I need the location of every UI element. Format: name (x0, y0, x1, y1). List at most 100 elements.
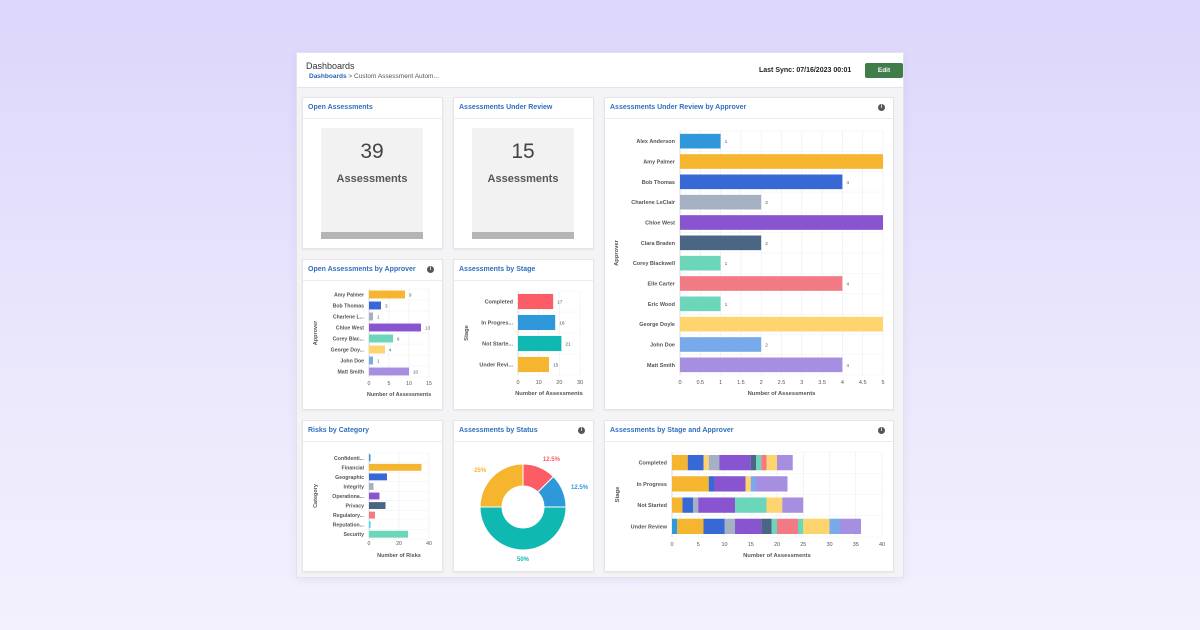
edit-button[interactable]: Edit (865, 63, 903, 78)
y-tick-label: Matt Smith (647, 363, 676, 369)
x-tick-label: 3 (800, 380, 803, 386)
bar-segment (714, 476, 746, 492)
bar-segment (735, 518, 762, 535)
kpi-tile: 39 Assessments (321, 128, 423, 239)
x-tick-label: 20 (774, 542, 780, 548)
bar-segment (682, 497, 693, 513)
x-tick-label: 35 (853, 542, 859, 548)
x-axis-title: Number of Risks (377, 553, 421, 559)
y-tick-label: Bob Thomas (642, 180, 675, 186)
x-tick-label: 40 (879, 542, 885, 548)
x-tick-label: 4.5 (859, 380, 867, 386)
kpi-value: 39 (360, 140, 384, 163)
y-axis-title: Category (313, 483, 319, 508)
bar (518, 293, 554, 310)
y-tick-label: Financial (342, 465, 365, 471)
breadcrumb-dashboards-link[interactable]: Dashboards (309, 73, 347, 80)
bar-value-label: 1 (725, 139, 728, 145)
breadcrumb: Dashboards > Custom Assessment Autom... (309, 73, 439, 80)
y-tick-label: George Doyle (639, 322, 675, 328)
x-tick-label: 30 (577, 380, 583, 386)
x-tick-label: 0.5 (696, 380, 704, 386)
bar-segment (766, 454, 777, 471)
y-tick-label: John Doe (340, 359, 364, 365)
bar-segment (672, 476, 709, 492)
card-title: Open Assessments (308, 104, 373, 111)
bar-value-label: 4 (846, 282, 849, 288)
x-tick-label: 20 (556, 380, 562, 386)
x-tick-label: 40 (426, 541, 432, 547)
bar (369, 334, 393, 343)
x-tick-label: 15 (748, 542, 754, 548)
bar (369, 502, 386, 509)
bar (369, 312, 373, 321)
kpi-label: Assessments (487, 173, 559, 185)
bar-segment (708, 476, 714, 492)
card-by-status[interactable]: Assessments by Status i 12.5% 12.5% 50% 25% (453, 420, 594, 572)
bar-value-label: 9 (409, 293, 412, 298)
y-tick-label: Amy Palmer (334, 293, 364, 299)
bar-segment (703, 454, 709, 471)
card-by-stage[interactable]: Assessments by Stage 0 10 20 30 Completed 17 I… (453, 259, 594, 410)
bar (369, 323, 421, 332)
y-tick-label: Matt Smith (337, 370, 364, 376)
y-tick-label: George Doy... (331, 348, 365, 354)
x-axis-title: Number of Assessments (515, 391, 583, 397)
bar-value-label: 17 (557, 300, 563, 306)
info-icon[interactable]: i (427, 266, 434, 273)
bar (680, 337, 762, 352)
bar-segment (672, 454, 688, 471)
bar (369, 454, 371, 462)
y-axis-title: Stage (615, 486, 621, 503)
slice-label: 50% (517, 557, 530, 563)
card-open-assessments[interactable]: Open Assessments 39 Assessments (302, 97, 443, 249)
info-icon[interactable]: i (578, 427, 585, 434)
y-tick-label: Elle Carter (647, 282, 675, 288)
bar (369, 356, 373, 365)
bar-segment (777, 518, 798, 535)
bar-segment (761, 454, 767, 471)
kpi-tile: 15 Assessments (472, 128, 574, 239)
y-tick-label: Completed (485, 300, 513, 306)
y-axis-title: Approver (313, 320, 319, 345)
y-tick-label: In Progress (637, 482, 667, 488)
bar (680, 255, 721, 271)
chart-review-by-approver: 0 0.5 1 1.5 2 2.5 3 3.5 4 4.5 5 Alex Anderson 1 Amy P… (614, 130, 885, 397)
bar (680, 194, 762, 210)
bar (369, 473, 387, 481)
card-title: Assessments by Stage (459, 266, 536, 273)
y-tick-label: Bob Thomas (333, 304, 365, 310)
x-axis-title: Number of Assessments (743, 553, 811, 559)
card-open-by-approver[interactable]: Open Assessments by Approver i 0 5 10 15 Amy… (302, 259, 443, 410)
y-tick-label: Under Review (631, 524, 668, 530)
x-tick-label: 10 (406, 381, 412, 387)
bar-segment (782, 497, 804, 513)
x-tick-label: 30 (826, 542, 832, 548)
slice-label: 25% (474, 468, 487, 474)
card-review-by-approver[interactable]: Assessments Under Review by Approver i 0… (604, 97, 894, 410)
y-axis-title: Stage (464, 324, 470, 341)
info-icon[interactable]: i (878, 104, 885, 111)
bar (369, 492, 380, 500)
y-tick-label: Not Starte... (482, 342, 513, 348)
bar-value-label: 2 (765, 343, 768, 349)
card-title: Assessments Under Review by Approver (610, 104, 747, 111)
donut-slice (479, 463, 524, 508)
bar-segment (708, 454, 720, 471)
breadcrumb-separator: > (348, 73, 353, 80)
card-title: Assessments Under Review (459, 104, 553, 111)
last-sync-text: Last Sync: 07/16/2023 00:01 (759, 67, 852, 74)
card-risks-by-category[interactable]: Risks by Category 0 20 40 Confidenti... Fina… (302, 420, 443, 572)
x-tick-label: 2 (760, 380, 763, 386)
x-tick-label: 0 (368, 541, 371, 547)
y-tick-label: Charlene LeClair (631, 200, 676, 206)
x-axis-title: Number of Assessments (367, 392, 431, 398)
card-assessments-under-review[interactable]: Assessments Under Review 15 Assessments (453, 97, 594, 249)
bar-value-label: 4 (389, 348, 392, 353)
info-icon[interactable]: i (878, 427, 885, 434)
bar-segment (672, 518, 678, 535)
bar (369, 511, 375, 519)
card-stage-and-approver[interactable]: Assessments by Stage and Approver i 0 5 10… (604, 420, 894, 572)
bar (680, 174, 843, 190)
bar-segment (719, 454, 751, 471)
